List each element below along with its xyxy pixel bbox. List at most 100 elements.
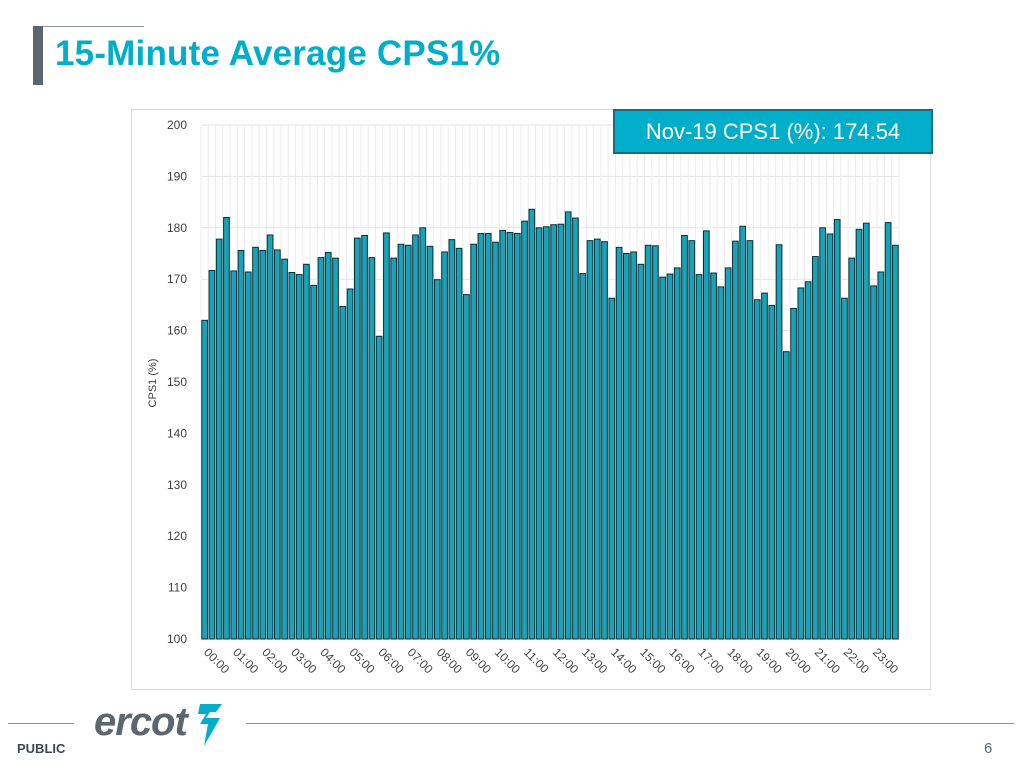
bar xyxy=(484,232,492,640)
bar xyxy=(812,256,819,640)
x-tick-label: 22:00 xyxy=(841,645,872,676)
bar xyxy=(790,308,797,640)
x-axis-ticks: 00:0001:0002:0003:0004:0005:0006:0007:00… xyxy=(201,645,901,676)
footer-rule-left xyxy=(8,723,74,724)
x-tick-label: 19:00 xyxy=(754,645,785,676)
bar xyxy=(695,274,703,640)
bar xyxy=(804,281,812,640)
bar xyxy=(375,335,383,640)
bar xyxy=(819,227,826,640)
bar xyxy=(535,227,543,640)
chart-grid xyxy=(200,124,900,640)
bar xyxy=(739,225,747,640)
bar xyxy=(833,219,841,640)
bar xyxy=(855,228,863,640)
x-tick-label: 10:00 xyxy=(492,645,523,676)
bar xyxy=(339,305,347,640)
title-rule xyxy=(33,26,144,27)
bar xyxy=(412,234,419,640)
bar xyxy=(455,247,463,640)
bar xyxy=(390,257,398,640)
bar xyxy=(550,224,557,640)
x-tick-label: 01:00 xyxy=(230,645,261,676)
footer-rule-right xyxy=(246,723,1014,724)
monthly-cps1-annotation: Nov-19 CPS1 (%): 174.54 xyxy=(613,109,933,154)
x-tick-label: 02:00 xyxy=(259,645,290,676)
y-tick-label: 190 xyxy=(167,169,187,183)
x-tick-label: 11:00 xyxy=(521,645,552,676)
bar xyxy=(266,234,274,640)
bar xyxy=(383,232,390,640)
bar xyxy=(441,251,448,640)
bar xyxy=(644,244,652,640)
bar xyxy=(237,249,245,640)
bar xyxy=(419,227,427,640)
x-tick-label: 14:00 xyxy=(608,645,639,676)
bar xyxy=(223,217,230,640)
bar xyxy=(281,258,288,640)
chart-bars xyxy=(201,208,899,640)
x-tick-label: 03:00 xyxy=(288,645,319,676)
bar xyxy=(295,274,303,640)
bar xyxy=(368,257,376,640)
bar xyxy=(782,351,790,640)
bar xyxy=(630,251,637,640)
bar xyxy=(433,279,441,640)
bar xyxy=(208,269,216,640)
bar xyxy=(710,272,717,640)
x-tick-label: 13:00 xyxy=(579,645,610,676)
bar xyxy=(288,272,296,640)
bar xyxy=(564,211,572,640)
bar xyxy=(201,319,208,640)
bar xyxy=(310,284,318,640)
bar xyxy=(361,235,368,640)
x-tick-label: 15:00 xyxy=(637,645,668,676)
bar xyxy=(797,287,805,640)
bar xyxy=(884,222,892,640)
x-tick-label: 05:00 xyxy=(346,645,377,676)
logo-text: ercot xyxy=(94,700,188,744)
bar xyxy=(623,253,630,640)
x-tick-label: 07:00 xyxy=(405,645,436,676)
bar xyxy=(463,294,470,640)
bar xyxy=(877,271,885,640)
bar xyxy=(506,231,514,640)
y-tick-label: 150 xyxy=(167,375,187,389)
bar xyxy=(492,241,499,640)
bar xyxy=(637,263,645,640)
bar xyxy=(252,246,259,640)
y-tick-label: 140 xyxy=(167,426,187,440)
x-tick-label: 21:00 xyxy=(812,645,843,676)
y-axis-ticks: 100 110 120 130 140 150 160 170 180 190 200 xyxy=(167,118,187,646)
bar xyxy=(332,257,339,640)
bar xyxy=(317,257,325,640)
ercot-lightning-flag-icon xyxy=(198,704,222,746)
y-tick-label: 130 xyxy=(167,478,187,492)
bar xyxy=(259,249,267,640)
bar xyxy=(230,270,238,640)
x-tick-label: 00:00 xyxy=(201,645,232,676)
bar xyxy=(761,292,768,640)
bar xyxy=(601,241,608,640)
footer-public-label: PUBLIC xyxy=(17,741,66,756)
y-tick-label: 160 xyxy=(167,324,187,338)
bar xyxy=(593,238,601,640)
x-tick-label: 20:00 xyxy=(783,645,814,676)
x-tick-label: 12:00 xyxy=(550,645,581,676)
x-tick-label: 08:00 xyxy=(434,645,465,676)
bar xyxy=(688,240,696,640)
bar xyxy=(579,273,587,640)
bar xyxy=(215,238,223,640)
bar xyxy=(353,237,361,640)
x-tick-label: 06:00 xyxy=(376,645,407,676)
bar xyxy=(324,251,332,640)
y-tick-label: 120 xyxy=(167,529,187,543)
x-tick-label: 04:00 xyxy=(317,645,348,676)
bar xyxy=(870,285,877,640)
bar xyxy=(303,263,310,640)
bar xyxy=(521,220,528,640)
x-tick-label: 16:00 xyxy=(666,645,697,676)
bar xyxy=(652,245,659,640)
bar xyxy=(557,223,565,640)
